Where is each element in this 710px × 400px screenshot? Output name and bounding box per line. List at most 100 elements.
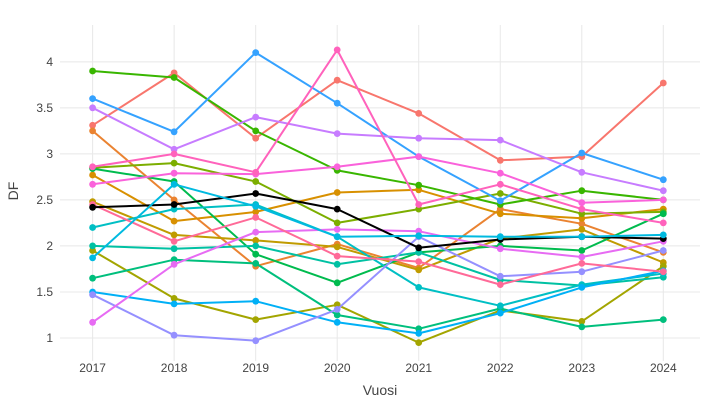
data-point	[415, 153, 423, 161]
data-point	[578, 226, 586, 233]
y-tick-label: 2.5	[36, 193, 53, 207]
data-point	[333, 279, 341, 287]
data-point	[89, 67, 96, 75]
data-point	[89, 95, 96, 102]
data-point	[578, 260, 586, 267]
data-point	[252, 190, 260, 197]
data-point	[578, 199, 586, 207]
data-point	[415, 232, 423, 240]
data-point	[252, 337, 260, 345]
data-point	[333, 243, 341, 251]
y-tick-label: 1	[46, 331, 53, 345]
data-point	[333, 189, 341, 196]
data-point	[333, 233, 341, 241]
data-point	[578, 323, 586, 331]
data-point	[333, 306, 341, 313]
series-line	[91, 155, 665, 204]
data-point	[170, 169, 178, 177]
data-point	[252, 237, 260, 244]
data-point	[170, 245, 178, 253]
series-18	[89, 201, 667, 288]
data-point	[89, 127, 96, 135]
data-point	[496, 309, 504, 317]
data-point	[333, 205, 341, 213]
data-point	[89, 171, 96, 179]
data-point	[333, 252, 341, 260]
data-point	[170, 74, 178, 81]
data-point	[333, 311, 341, 319]
data-point	[415, 339, 423, 346]
data-point	[415, 284, 423, 291]
data-point	[659, 196, 667, 204]
series-line	[91, 48, 665, 224]
data-point	[252, 127, 260, 135]
y-tick-label: 3.5	[36, 101, 53, 115]
series-4	[89, 247, 667, 346]
data-point	[170, 260, 178, 268]
data-point	[415, 110, 423, 117]
data-point	[578, 220, 586, 228]
data-point	[252, 297, 260, 305]
data-point	[333, 219, 341, 227]
data-point	[578, 205, 586, 213]
data-point	[659, 316, 667, 323]
data-point	[496, 136, 504, 144]
data-point	[252, 208, 260, 216]
data-point	[89, 163, 96, 171]
series-line	[91, 235, 665, 342]
data-point	[252, 178, 260, 185]
data-point	[496, 190, 504, 197]
series-2	[89, 171, 667, 225]
data-point	[415, 201, 423, 208]
data-point	[496, 169, 504, 177]
data-point	[252, 260, 260, 267]
data-point	[333, 318, 341, 326]
data-point	[578, 168, 586, 176]
data-point	[496, 245, 504, 253]
data-point	[252, 242, 260, 250]
data-point	[578, 284, 586, 291]
series-line	[91, 174, 665, 223]
data-point	[415, 181, 423, 189]
data-point	[89, 180, 96, 188]
data-point	[496, 302, 504, 310]
data-point	[252, 168, 260, 176]
series-16	[89, 153, 667, 207]
data-point	[170, 159, 178, 167]
x-tick-label: 2018	[161, 361, 188, 375]
y-tick-label: 2	[46, 239, 53, 253]
data-point	[170, 300, 178, 308]
data-point	[415, 266, 423, 274]
data-point	[170, 295, 178, 302]
data-point	[659, 231, 667, 239]
data-point	[659, 79, 667, 87]
data-point	[333, 163, 341, 171]
series-0	[89, 69, 667, 164]
series-line	[91, 269, 665, 335]
data-point	[170, 231, 178, 239]
series-17	[89, 46, 667, 227]
series-line	[91, 249, 665, 344]
data-point	[333, 226, 341, 233]
data-point	[578, 268, 586, 276]
x-tick-label: 2024	[650, 361, 677, 375]
data-point	[578, 247, 586, 254]
data-point	[170, 180, 178, 188]
data-point	[578, 318, 586, 325]
x-tick-label: 2019	[242, 361, 269, 375]
series-line	[91, 162, 665, 224]
data-point	[496, 210, 504, 218]
data-point	[496, 197, 504, 205]
x-tick-label: 2022	[487, 361, 514, 375]
y-tick-label: 3	[46, 147, 53, 161]
data-point	[89, 121, 96, 129]
data-point	[333, 46, 341, 54]
data-point	[252, 214, 260, 221]
data-point	[89, 291, 96, 299]
data-point	[415, 244, 423, 252]
data-point	[333, 76, 341, 84]
series-6	[89, 67, 667, 208]
data-point	[89, 242, 96, 250]
series-line	[91, 203, 665, 286]
